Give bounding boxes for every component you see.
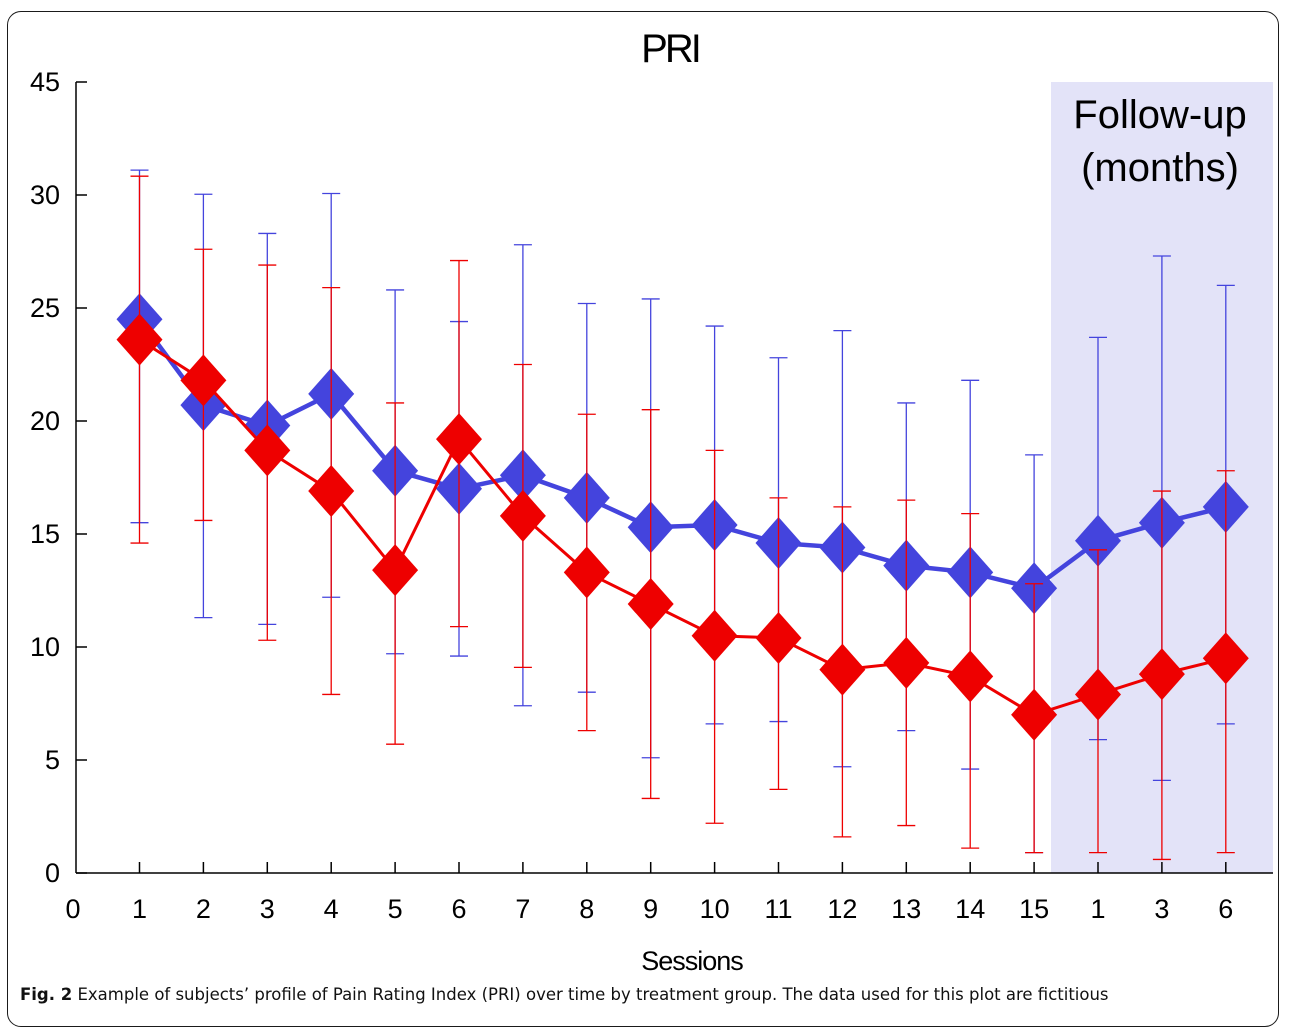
x-tick-label: 12 <box>827 894 857 924</box>
x-tick-label: 2 <box>196 894 211 924</box>
y-tick-label: 25 <box>30 293 60 323</box>
y-tick-label: 45 <box>30 67 60 97</box>
x-tick-label: 1 <box>1090 894 1105 924</box>
data-point <box>1202 632 1249 685</box>
chart-title: PRI <box>641 27 699 71</box>
series-2 <box>116 175 1249 861</box>
x-tick-label: 8 <box>579 894 594 924</box>
data-point <box>180 354 227 407</box>
x-tick-label: 9 <box>643 894 658 924</box>
x-tick-label: 10 <box>700 894 730 924</box>
data-point <box>436 413 482 466</box>
y-tick-label: 15 <box>30 519 60 549</box>
y-tick-label: 10 <box>30 632 60 662</box>
data-point <box>627 578 674 631</box>
x-tick-label: 3 <box>1154 894 1169 924</box>
data-point <box>1075 514 1121 567</box>
caption-text: Example of subjects’ profile of Pain Rat… <box>77 985 1109 1004</box>
figure-caption: Fig. 2 Example of subjects’ profile of P… <box>20 985 1270 1004</box>
data-point <box>499 489 546 542</box>
x-tick-label: 6 <box>451 894 466 924</box>
data-point <box>691 609 738 662</box>
x-tick-label: 1 <box>132 894 147 924</box>
data-point <box>116 313 163 366</box>
x-tick-label: 14 <box>955 894 985 924</box>
data-point <box>1075 668 1121 721</box>
x-tick-label: 5 <box>388 894 403 924</box>
x-axis-label: Sessions <box>641 946 743 976</box>
x-tick-label: 4 <box>324 894 339 924</box>
data-point <box>563 546 610 599</box>
y-tick-label: 20 <box>30 406 60 436</box>
data-point <box>819 643 866 696</box>
data-point <box>947 650 994 703</box>
data-point <box>244 424 291 477</box>
x-tick-label: 0 <box>65 894 80 924</box>
data-point <box>1138 648 1185 701</box>
follow-up-label-line-2: (months) <box>1081 146 1239 190</box>
follow-up-label-line-1: Follow-up <box>1073 93 1246 137</box>
y-tick-label: 30 <box>30 180 60 210</box>
x-tick-label: 11 <box>764 894 792 924</box>
x-tick-label: 3 <box>260 894 275 924</box>
x-tick-label: 6 <box>1218 894 1233 924</box>
caption-label: Fig. 2 <box>20 985 73 1004</box>
data-point <box>755 611 802 664</box>
x-tick-label: 15 <box>1019 894 1049 924</box>
y-tick-label: 0 <box>45 858 60 888</box>
data-point <box>1011 688 1058 741</box>
data-point <box>372 544 419 597</box>
data-point <box>883 636 930 689</box>
data-point <box>308 465 355 518</box>
y-tick-label: 5 <box>45 745 60 775</box>
x-tick-label: 7 <box>515 894 530 924</box>
x-tick-label: 13 <box>891 894 921 924</box>
